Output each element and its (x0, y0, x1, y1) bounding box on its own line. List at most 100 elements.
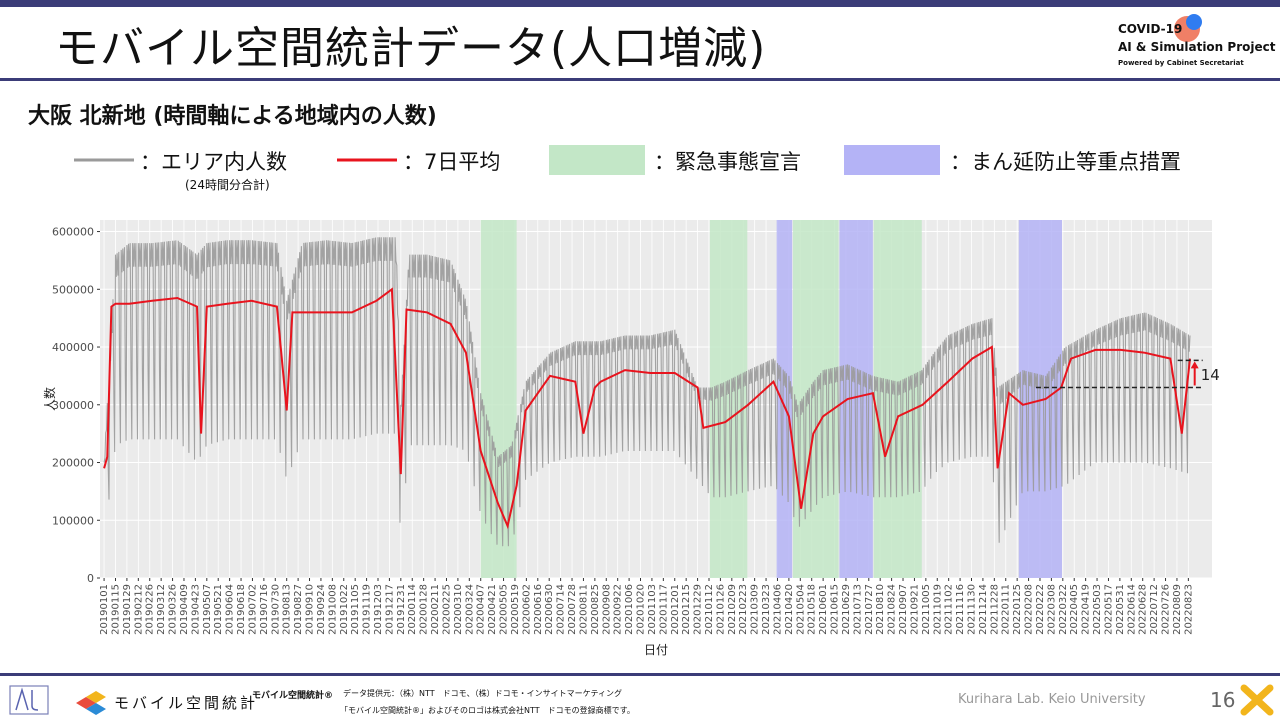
x-tick-label: 20190924 (316, 584, 327, 635)
x-tick-label: 20200825 (590, 584, 601, 635)
footer-trademark: 「モバイル空間統計®」およびそのロゴは株式会社NTT ドコモの登録商標です。 (340, 706, 635, 715)
x-tick-label: 20200630 (544, 584, 555, 635)
x-tick-label: 20220712 (1149, 584, 1160, 635)
y-tick-label: 600000 (52, 226, 94, 239)
x-tick-label: 20211005 (921, 584, 932, 635)
x-tick-label: 20210629 (841, 584, 852, 635)
x-tick-label: 20220628 (1138, 584, 1149, 635)
x-tick-label: 20191022 (339, 584, 350, 635)
x-tick-label: 20190730 (270, 584, 281, 635)
y-tick-label: 400000 (52, 341, 94, 354)
x-tick-label: 20220308 (1046, 584, 1057, 635)
y-axis-label: 人数 (42, 387, 57, 411)
x-tick-label: 20200310 (453, 584, 464, 635)
footer-source: データ提供元：（株）NTT ドコモ、（株）ドコモ・インサイトマーケティング (343, 689, 622, 698)
x-tick-label: 20191008 (327, 584, 338, 635)
x-tick-label: 20190312 (156, 584, 167, 635)
x-tick-label: 20200211 (430, 584, 441, 635)
x-tick-label: 20190423 (190, 584, 201, 635)
x-tick-label: 20200128 (419, 584, 430, 635)
university-logo-icon (9, 685, 49, 715)
x-tick-label: 20191203 (373, 584, 384, 635)
x-tick-label: 20210309 (750, 584, 761, 635)
x-tick-label: 20211102 (944, 584, 955, 635)
x-tick-label: 20191231 (396, 584, 407, 635)
x-tick-label: 20210504 (795, 584, 806, 635)
x-tick-label: 20200922 (613, 584, 624, 635)
x-tick-label: 20211019 (932, 584, 943, 635)
footer-lab: Kurihara Lab. Keio University (958, 692, 1146, 707)
x-tick-label: 20220222 (1035, 584, 1046, 635)
y-tick-label: 200000 (52, 457, 94, 470)
x-tick-label: 20201117 (658, 584, 669, 635)
logo-dot-blue (1186, 14, 1202, 30)
x-tick-label: 20190716 (259, 584, 270, 635)
x-tick-label: 20201215 (681, 584, 692, 635)
x-tick-label: 20210615 (830, 584, 841, 635)
x-tick-label: 20220322 (1058, 584, 1069, 635)
shaded-period (480, 220, 517, 578)
x-tick-label: 20210126 (715, 584, 726, 635)
annotation-arrow-head (1190, 361, 1199, 369)
x-tick-label: 20200714 (556, 584, 567, 635)
x-tick-label: 20200407 (476, 584, 487, 635)
footer-brand: モバイル空間統計 (114, 694, 259, 712)
page-number: 16 (1210, 688, 1236, 712)
x-tick-label: 20210112 (704, 584, 715, 635)
x-tick-label: 20210713 (852, 584, 863, 635)
logo-line1: COVID-19 (1118, 22, 1183, 36)
x-tick-label: 20201006 (624, 584, 635, 635)
x-tick-label: 20220823 (1183, 584, 1194, 635)
x-tick-label: 20210921 (909, 584, 920, 635)
title-divider (0, 78, 1280, 81)
x-tick-label: 20190129 (122, 584, 133, 635)
x-tick-label: 20210518 (807, 584, 818, 635)
legend-green-swatch (549, 145, 645, 175)
x-tick-label: 20210727 (864, 584, 875, 635)
population-chart: 0 100000 200000 300000 400000 500000 600000 201… (42, 220, 1220, 657)
series-area-count-line (103, 237, 1191, 547)
legend-gray-line-icon (74, 158, 134, 162)
chart-subtitle: 大阪 北新地 (時間軸による地域内の人数) (28, 104, 437, 129)
x-tick-label: 20190702 (247, 584, 258, 635)
y-tick-label: 500000 (52, 283, 94, 296)
x-tick-label: 20200811 (578, 584, 589, 635)
top-accent-bar (0, 0, 1280, 7)
x-tick-label: 20210209 (727, 584, 738, 635)
x-tick-label: 20220503 (1092, 584, 1103, 635)
shaded-period (776, 220, 793, 578)
x-tick-label: 20220125 (1012, 584, 1023, 635)
x-tick-label: 20201201 (670, 584, 681, 635)
x-tick-label: 20190115 (110, 584, 121, 635)
shaded-period (839, 220, 873, 578)
x-tick-label: 20191105 (350, 584, 361, 635)
legend-blue-swatch (844, 145, 940, 175)
x-tick-label: 20190226 (145, 584, 156, 635)
shaded-period (792, 220, 839, 578)
x-tick-label: 20200519 (510, 584, 521, 635)
logo-line2: AI & Simulation Project (1118, 40, 1276, 54)
x-tick-label: 20190618 (236, 584, 247, 635)
x-axis-label: 日付 (644, 643, 668, 657)
x-tick-label: 20190101 (99, 584, 110, 635)
x-tick-label: 20220419 (1081, 584, 1092, 635)
legend-gray-note: (24時間分合計) (185, 178, 270, 192)
annotation-label: 14.1% (1201, 366, 1220, 384)
x-tick-label: 20190409 (179, 584, 190, 635)
x-tick-label: 20210323 (761, 584, 772, 635)
x-tick-label: 20220405 (1069, 584, 1080, 635)
x-tick-label: 20210907 (898, 584, 909, 635)
x-tick-label: 20211130 (967, 584, 978, 635)
x-tick-label: 20200421 (487, 584, 498, 635)
x-tick-label: 20200728 (567, 584, 578, 635)
x-tick-label: 20191119 (362, 584, 373, 635)
x-tick-label: 20201103 (647, 584, 658, 635)
x-tick-label: 20210406 (772, 584, 783, 635)
x-tick-label: 20200505 (499, 584, 510, 635)
x-tick-label: 20220517 (1103, 584, 1114, 635)
x-tick-label: 20220726 (1161, 584, 1172, 635)
y-tick-label: 100000 (52, 514, 94, 527)
x-tick-label: 20220809 (1172, 584, 1183, 635)
x-tick-label: 20200908 (601, 584, 612, 635)
project-logo: COVID-19 AI & Simulation Project Powered… (1118, 14, 1278, 74)
